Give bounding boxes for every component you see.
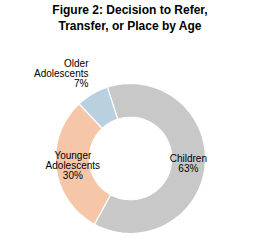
svg-text:OlderAdolescents7%: OlderAdolescents7%	[34, 59, 89, 90]
svg-text:YoungerAdolescents30%: YoungerAdolescents30%	[46, 150, 100, 181]
svg-text:Children63%: Children63%	[170, 153, 207, 174]
html-text:Figure 2: Decision to Refer, T: Figure 2: Decision to Refer, Transfer, o…	[52, 3, 208, 33]
